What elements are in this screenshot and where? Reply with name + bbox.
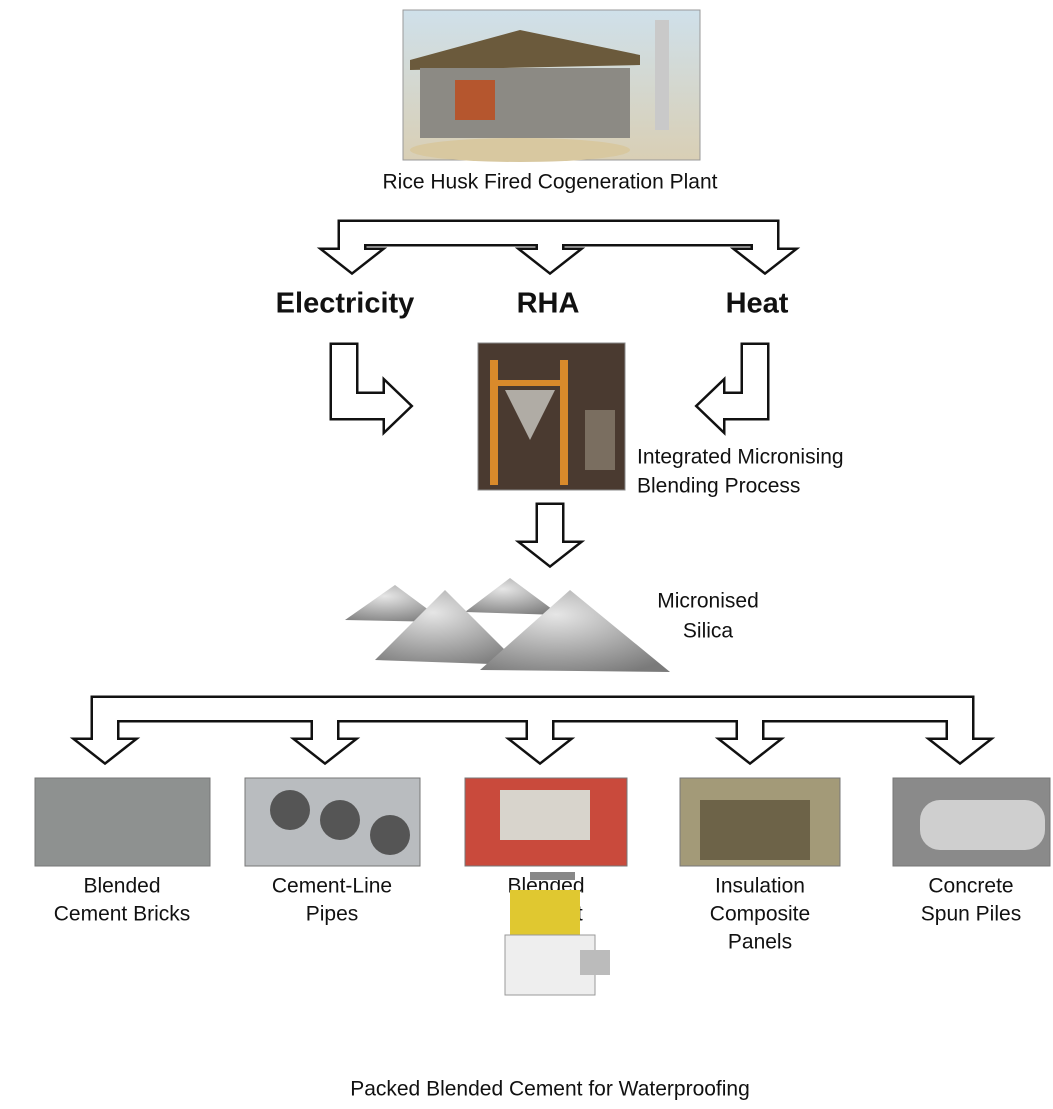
product-label: Silica: [683, 620, 734, 643]
application-photos: [35, 778, 1050, 866]
application-label: Pipes: [306, 903, 359, 926]
process-label: Integrated Micronising: [637, 446, 844, 469]
diagram: Rice Husk Fired Cogeneration Plant Elect…: [0, 0, 1053, 1109]
arrow-body: [522, 505, 578, 565]
source-label: Rice Husk Fired Cogeneration Plant: [383, 171, 718, 194]
application-label: Cement Bricks: [54, 903, 191, 926]
final-label: Packed Blended Cement for Waterproofing: [350, 1078, 750, 1101]
output-label: Heat: [726, 288, 789, 320]
application-label: Blended: [83, 875, 160, 898]
process-photo: [478, 343, 625, 490]
output-label: Electricity: [276, 288, 415, 320]
application-label: Composite: [710, 903, 810, 926]
application-label: Panels: [728, 931, 792, 954]
application-label: Concrete: [928, 875, 1013, 898]
output-label: RHA: [517, 288, 580, 320]
application-label: Cement-Line: [272, 875, 392, 898]
application-label: Insulation: [715, 875, 805, 898]
application-label: Spun Piles: [921, 903, 1021, 926]
product-label: Micronised: [657, 590, 759, 613]
process-label: Blending Process: [637, 475, 800, 498]
final-photo: [505, 872, 610, 995]
plant-photo: [403, 10, 700, 162]
silica-photo: [345, 578, 670, 672]
